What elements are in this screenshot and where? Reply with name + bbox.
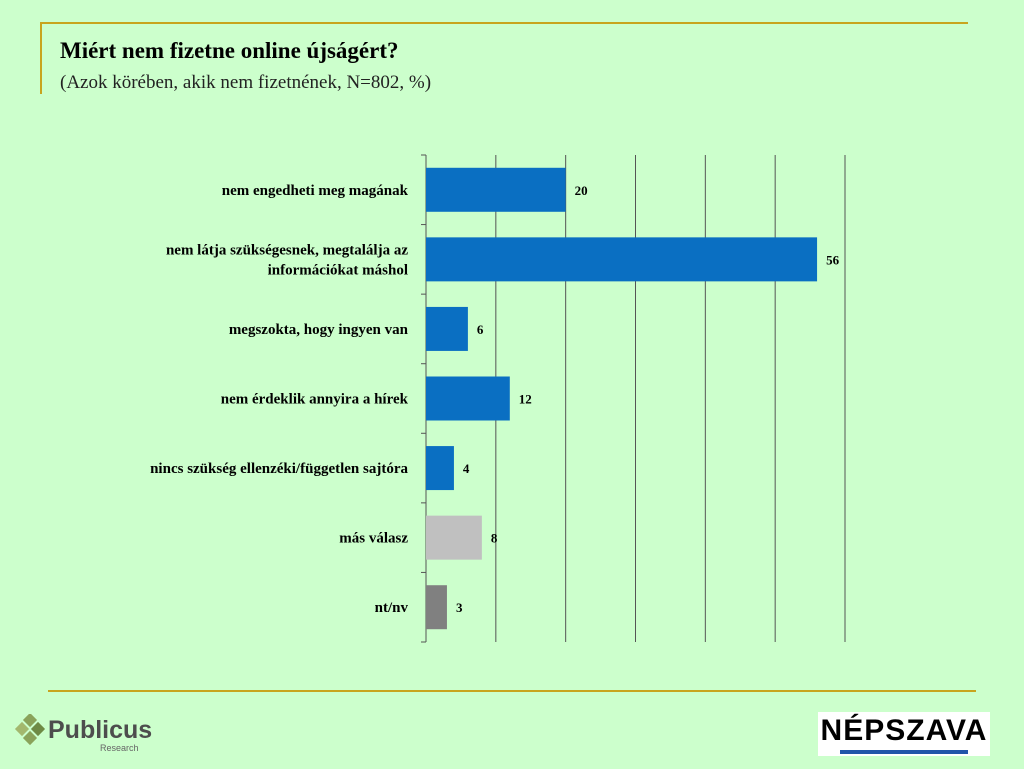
data-label: 20 [575,183,588,198]
category-label: nt/nv [375,600,409,616]
data-label: 6 [477,322,484,337]
nepszava-logo-strip [840,750,968,754]
category-label: megszokta, hogy ingyen van [229,322,409,338]
bottom-rule [48,690,976,692]
publicus-logo-subtext: Research [100,743,139,753]
publicus-diamond-icon [14,714,46,746]
category-label: nem látja szükségesnek, megtalálja az inf… [166,242,408,278]
publicus-logo: Publicus Research [14,712,154,754]
category-label: nincs szükség ellenzéki/független sajtór… [150,461,408,477]
top-rule [40,22,968,24]
data-label: 8 [491,531,498,546]
bar [426,376,510,421]
category-label: nem engedheti meg magának [222,183,409,199]
bar [426,515,482,560]
bar [426,585,447,630]
bar [426,446,454,491]
nepszava-logo-text: NÉPSZAVA [820,714,988,747]
data-label: 56 [826,252,840,267]
data-label: 4 [463,461,470,476]
bar-chart: 20 nem engedheti meg magának 56 nem látja s… [150,154,846,643]
chart-title: Miért nem fizetne online újságért? [60,38,399,63]
category-label: nem érdeklik annyira a hírek [221,392,409,408]
bar [426,306,468,351]
publicus-logo-text: Publicus [48,716,153,744]
nepszava-logo: NÉPSZAVA [818,712,990,756]
side-rule [40,22,42,94]
bar [426,237,818,282]
data-label: 3 [456,600,463,615]
data-label: 12 [519,392,532,407]
chart-subtitle: (Azok körében, akik nem fizetnének, N=80… [60,72,432,93]
category-label: más válasz [339,531,408,547]
bar [426,167,566,212]
